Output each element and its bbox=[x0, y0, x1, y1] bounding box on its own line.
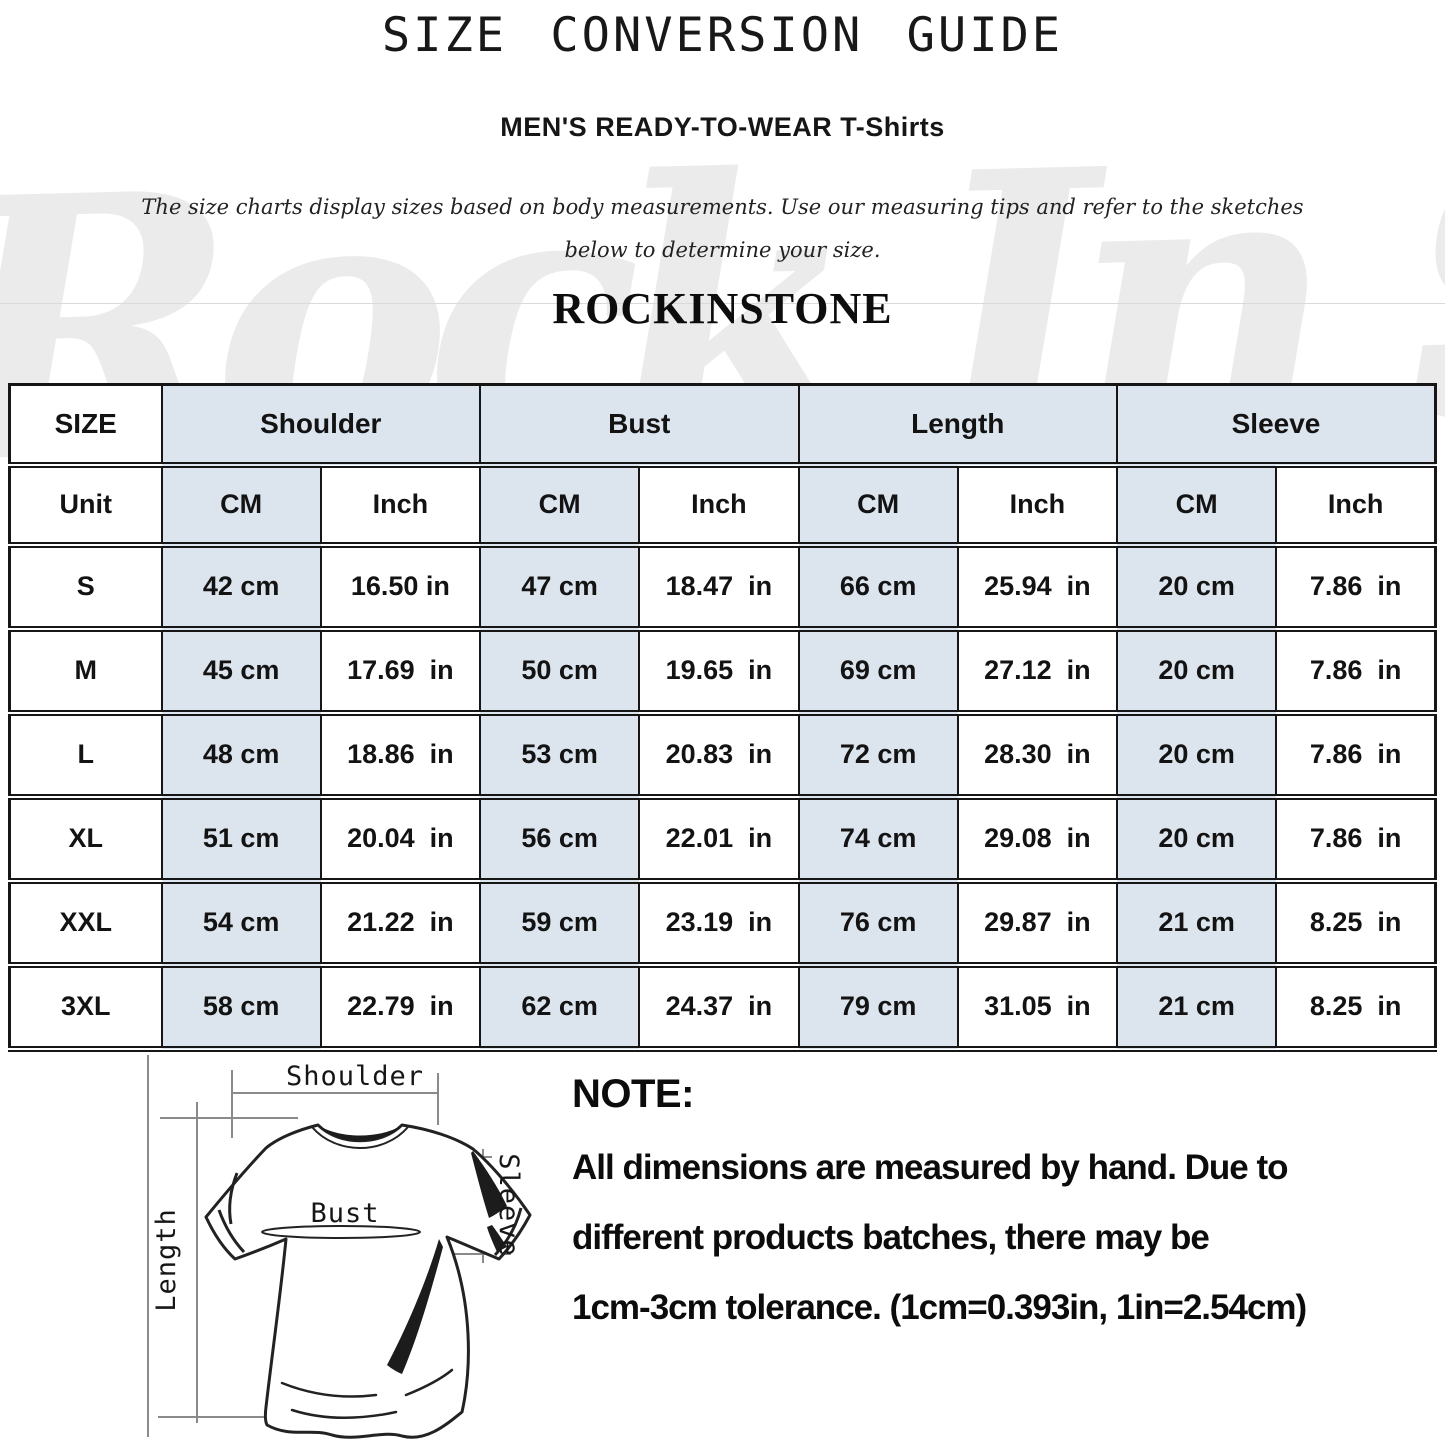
unit-length-cm: CM bbox=[797, 463, 959, 548]
size-column-header: SIZE bbox=[8, 383, 163, 468]
cell-bust-cm: 59 cm bbox=[478, 879, 641, 968]
brand-name: ROCKINSTONE bbox=[552, 284, 893, 333]
cell-shoulder-cm: 45 cm bbox=[160, 627, 322, 716]
cell-length-cm: 74 cm bbox=[797, 795, 959, 884]
note-line-3: 1cm-3cm tolerance. (1cm=0.393in, 1in=2.5… bbox=[572, 1288, 1307, 1327]
cell-length-cm: 79 cm bbox=[797, 963, 959, 1052]
cell-bust-inch: 18.47 in bbox=[638, 543, 800, 632]
cell-length-inch: 27.12 in bbox=[956, 627, 1119, 716]
cell-length-cm: 69 cm bbox=[797, 627, 959, 716]
group-header-length: Length bbox=[797, 383, 1118, 468]
group-header-sleeve: Sleeve bbox=[1116, 383, 1437, 468]
unit-label: Unit bbox=[8, 463, 163, 548]
unit-bust-cm: CM bbox=[478, 463, 641, 548]
cell-sleeve-cm: 20 cm bbox=[1115, 543, 1278, 632]
cell-shoulder-inch: 21.22 in bbox=[319, 879, 482, 968]
size-label: L bbox=[8, 711, 163, 800]
diagram-label-length: Length bbox=[151, 1208, 182, 1312]
note-heading: NOTE: bbox=[572, 1072, 694, 1116]
cell-bust-cm: 53 cm bbox=[478, 711, 641, 800]
cell-shoulder-cm: 48 cm bbox=[160, 711, 322, 800]
cell-sleeve-cm: 20 cm bbox=[1115, 711, 1278, 800]
cell-bust-cm: 62 cm bbox=[478, 963, 641, 1052]
divider-line bbox=[0, 303, 1445, 304]
cell-sleeve-inch: 8.25 in bbox=[1275, 879, 1437, 968]
cell-shoulder-cm: 51 cm bbox=[160, 795, 322, 884]
size-table: SIZE Shoulder Bust Length Sleeve Unit CM… bbox=[8, 383, 1437, 1052]
cell-sleeve-inch: 7.86 in bbox=[1275, 795, 1437, 884]
cell-length-cm: 72 cm bbox=[797, 711, 959, 800]
tshirt-measurement-diagram: Shoulder Bust Length Sleeve bbox=[147, 1055, 532, 1439]
intro-line-2: below to determine your size. bbox=[564, 238, 881, 262]
cell-shoulder-inch: 22.79 in bbox=[319, 963, 482, 1052]
cell-sleeve-cm: 21 cm bbox=[1115, 879, 1278, 968]
cell-length-cm: 76 cm bbox=[797, 879, 959, 968]
cell-sleeve-inch: 7.86 in bbox=[1275, 711, 1437, 800]
cell-sleeve-cm: 20 cm bbox=[1115, 627, 1278, 716]
cell-bust-inch: 20.83 in bbox=[638, 711, 800, 800]
unit-header-row: Unit CM Inch CM Inch CM Inch CM Inch bbox=[8, 463, 1437, 548]
table-row-xl: XL 51 cm 20.04 in 56 cm 22.01 in 74 cm 2… bbox=[8, 795, 1437, 884]
note-line-1: All dimensions are measured by hand. Due… bbox=[572, 1148, 1289, 1187]
intro-line-1: The size charts display sizes based on b… bbox=[141, 195, 1304, 219]
cell-shoulder-cm: 54 cm bbox=[160, 879, 322, 968]
unit-shoulder-inch: Inch bbox=[319, 463, 482, 548]
cell-bust-cm: 56 cm bbox=[478, 795, 641, 884]
cell-bust-inch: 24.37 in bbox=[638, 963, 800, 1052]
diagram-label-sleeve: Sleeve bbox=[493, 1153, 524, 1257]
cell-sleeve-inch: 8.25 in bbox=[1275, 963, 1437, 1052]
size-label: XL bbox=[8, 795, 163, 884]
page-subtitle: MEN'S READY-TO-WEAR T-Shirts bbox=[500, 112, 945, 142]
tshirt-sketch bbox=[204, 1123, 532, 1439]
group-header-bust: Bust bbox=[479, 383, 800, 468]
cell-length-cm: 66 cm bbox=[797, 543, 959, 632]
diagram-label-bust: Bust bbox=[310, 1198, 379, 1229]
cell-sleeve-inch: 7.86 in bbox=[1275, 543, 1437, 632]
cell-shoulder-inch: 16.50 in bbox=[319, 543, 482, 632]
table-row-xxl: XXL 54 cm 21.22 in 59 cm 23.19 in 76 cm … bbox=[8, 879, 1437, 968]
cell-length-inch: 29.87 in bbox=[956, 879, 1119, 968]
cell-bust-cm: 47 cm bbox=[478, 543, 641, 632]
size-label: S bbox=[8, 543, 163, 632]
cell-length-inch: 28.30 in bbox=[956, 711, 1119, 800]
size-label: XXL bbox=[8, 879, 163, 968]
table-row-m: M 45 cm 17.69 in 50 cm 19.65 in 69 cm 27… bbox=[8, 627, 1437, 716]
unit-sleeve-cm: CM bbox=[1115, 463, 1278, 548]
cell-sleeve-cm: 21 cm bbox=[1115, 963, 1278, 1052]
cell-shoulder-inch: 20.04 in bbox=[319, 795, 482, 884]
intro-text: The size charts display sizes based on b… bbox=[0, 186, 1445, 272]
cell-length-inch: 29.08 in bbox=[956, 795, 1119, 884]
size-label: M bbox=[8, 627, 163, 716]
cell-shoulder-inch: 18.86 in bbox=[319, 711, 482, 800]
diagram-label-shoulder: Shoulder bbox=[286, 1061, 424, 1092]
cell-bust-cm: 50 cm bbox=[478, 627, 641, 716]
table-row-s: S 42 cm 16.50 in 47 cm 18.47 in 66 cm 25… bbox=[8, 543, 1437, 632]
group-header-row: SIZE Shoulder Bust Length Sleeve bbox=[8, 383, 1437, 468]
note-block: NOTE: All dimensions are measured by han… bbox=[572, 1072, 1402, 1343]
cell-length-inch: 31.05 in bbox=[956, 963, 1119, 1052]
group-header-shoulder: Shoulder bbox=[160, 383, 481, 468]
unit-length-inch: Inch bbox=[956, 463, 1119, 548]
cell-sleeve-inch: 7.86 in bbox=[1275, 627, 1437, 716]
cell-length-inch: 25.94 in bbox=[956, 543, 1119, 632]
unit-sleeve-inch: Inch bbox=[1275, 463, 1437, 548]
unit-shoulder-cm: CM bbox=[160, 463, 322, 548]
table-row-3xl: 3XL 58 cm 22.79 in 62 cm 24.37 in 79 cm … bbox=[8, 963, 1437, 1052]
table-row-l: L 48 cm 18.86 in 53 cm 20.83 in 72 cm 28… bbox=[8, 711, 1437, 800]
cell-bust-inch: 23.19 in bbox=[638, 879, 800, 968]
cell-bust-inch: 19.65 in bbox=[638, 627, 800, 716]
page-title: SIZE CONVERSION GUIDE bbox=[381, 8, 1064, 63]
cell-bust-inch: 22.01 in bbox=[638, 795, 800, 884]
unit-bust-inch: Inch bbox=[638, 463, 800, 548]
note-line-2: different products batches, there may be bbox=[572, 1218, 1210, 1257]
cell-shoulder-cm: 42 cm bbox=[160, 543, 322, 632]
cell-sleeve-cm: 20 cm bbox=[1115, 795, 1278, 884]
size-label: 3XL bbox=[8, 963, 163, 1052]
cell-shoulder-cm: 58 cm bbox=[160, 963, 322, 1052]
cell-shoulder-inch: 17.69 in bbox=[319, 627, 482, 716]
